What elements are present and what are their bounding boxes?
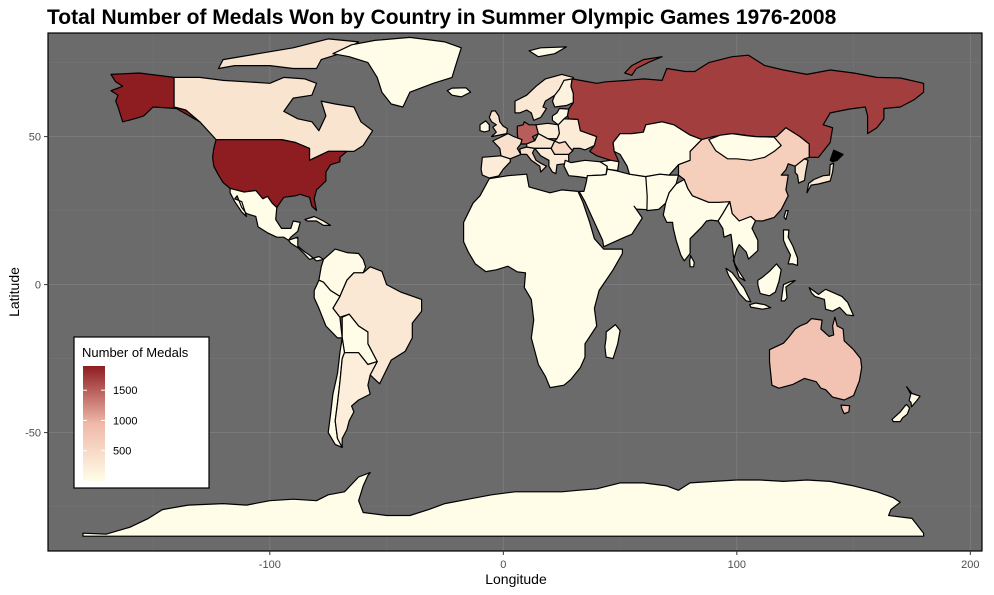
region-sulawesi	[780, 279, 796, 302]
region-se-asia	[717, 201, 759, 282]
region-united-states	[212, 139, 348, 212]
x-tick-label: 0	[500, 559, 506, 571]
region-iceland	[446, 87, 472, 98]
region-ireland	[479, 120, 490, 133]
legend-break-label: 1500	[113, 385, 137, 397]
region-madagascar	[604, 324, 621, 360]
region-antarctica	[82, 472, 925, 537]
legend-colorbar	[83, 366, 105, 481]
region-mongolia	[708, 133, 782, 161]
region-new-guinea	[808, 287, 855, 317]
region-new-zealand-n	[905, 386, 921, 408]
region-cuba	[304, 215, 332, 226]
region-tasmania	[840, 404, 851, 415]
panel-border	[47, 32, 983, 552]
y-tick-label: 0	[35, 280, 41, 292]
region-korea	[794, 158, 809, 184]
region-taiwan	[783, 210, 789, 221]
x-tick-label: -100	[259, 559, 281, 571]
y-tick-label: -50	[25, 428, 41, 440]
region-sri-lanka	[689, 255, 695, 268]
region-borneo	[757, 263, 782, 297]
legend-break-label: 500	[113, 446, 131, 458]
legend-ticks: 500 1000 1500	[83, 385, 137, 458]
region-uk	[488, 110, 508, 138]
region-philippines	[782, 229, 799, 266]
region-japan	[806, 162, 835, 194]
region-russia	[566, 54, 925, 163]
region-germany	[516, 121, 540, 145]
region-australia	[768, 316, 863, 401]
x-axis-ticks: -100 0 100 200	[259, 551, 980, 571]
country-shapes	[82, 36, 925, 537]
region-novaya-zemlya	[624, 56, 663, 76]
region-africa	[463, 173, 624, 389]
region-sumatra	[725, 267, 752, 303]
y-axis-title: Latitude	[6, 267, 22, 317]
legend-break-label: 1000	[113, 415, 137, 427]
region-hokkaido	[829, 149, 844, 163]
region-svalbard	[528, 46, 568, 58]
region-middle-east	[578, 168, 649, 248]
chart-title: Total Number of Medals Won by Country in…	[47, 6, 837, 29]
x-tick-label: 200	[961, 559, 979, 571]
region-new-zealand-s	[891, 403, 911, 423]
region-java	[749, 302, 772, 310]
y-tick-label: 50	[29, 132, 41, 144]
x-tick-label: 100	[728, 559, 746, 571]
region-argentina	[334, 352, 378, 448]
x-axis-title: Longitude	[485, 571, 547, 587]
region-canada-islands	[217, 38, 360, 70]
region-mexico	[229, 187, 301, 241]
region-greenland	[332, 36, 462, 108]
y-axis-ticks: -50 0 50	[25, 132, 48, 440]
legend: Number of Medals 500 1000 1500	[73, 336, 210, 489]
legend-title: Number of Medals	[82, 345, 189, 360]
